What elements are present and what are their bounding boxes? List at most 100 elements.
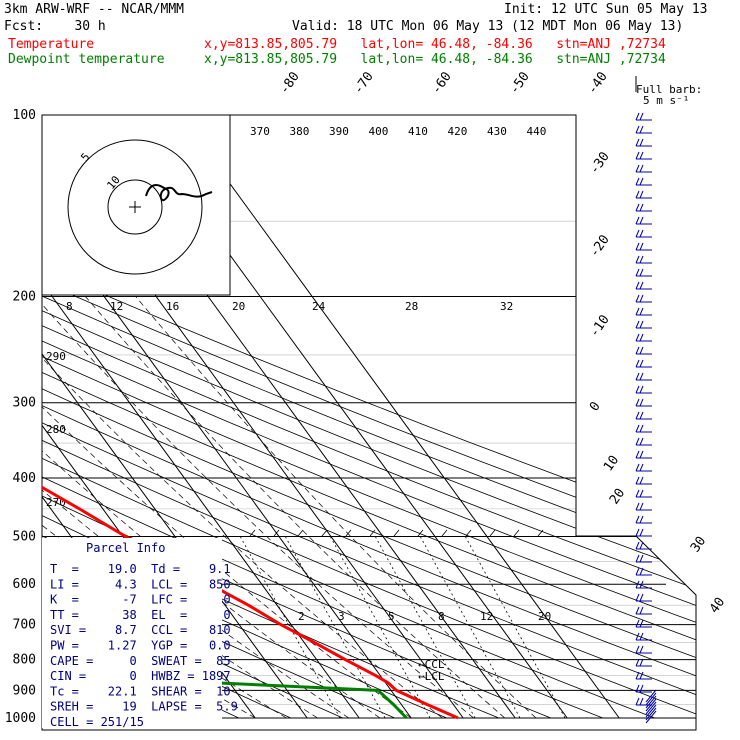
isotherm-label: -10 bbox=[587, 312, 613, 340]
theta-label: 410 bbox=[408, 125, 428, 138]
dewpoint-legend: Dewpoint temperature bbox=[8, 52, 165, 67]
parcel-row: SREH = 19 LAPSE = 5.9 bbox=[50, 700, 238, 714]
wind-barb bbox=[635, 281, 652, 290]
wind-barb bbox=[635, 567, 652, 576]
parcel-row: PW = 1.27 YGP = 0.0 bbox=[50, 639, 231, 653]
wind-barb bbox=[635, 411, 652, 420]
isotherm-label: 20 bbox=[607, 486, 628, 507]
wind-barb bbox=[635, 489, 652, 498]
lcl-label: ←LCL bbox=[418, 670, 445, 683]
isotherm-label: -50 bbox=[507, 69, 533, 97]
wind-barb bbox=[635, 528, 652, 537]
mixing-ratio-label: 24 bbox=[312, 300, 326, 313]
wind-barb bbox=[635, 671, 652, 680]
pressure-label-400: 400 bbox=[13, 471, 36, 486]
parcel-row: T = 19.0 Td = 9.1 bbox=[50, 562, 231, 576]
mixing-ratio-label: 16 bbox=[166, 300, 179, 313]
hodograph-ring bbox=[67, 139, 203, 275]
wind-barb bbox=[635, 606, 652, 615]
wind-barb bbox=[635, 138, 652, 147]
isotherm-label: 0 bbox=[587, 399, 604, 414]
wind-barb bbox=[635, 632, 652, 641]
wind-barb bbox=[635, 515, 652, 524]
wind-barb bbox=[635, 697, 652, 706]
isotherm-label: 40 bbox=[707, 595, 728, 616]
wind-barb bbox=[635, 593, 652, 602]
theta-label: 430 bbox=[487, 125, 507, 138]
mixing-ratio-label: 28 bbox=[405, 300, 418, 313]
pressure-label-200: 200 bbox=[13, 290, 36, 305]
ccl-label: ←CCL bbox=[418, 658, 445, 671]
wind-barb bbox=[635, 502, 652, 511]
theta-label: 370 bbox=[250, 125, 270, 138]
wind-barb bbox=[635, 385, 652, 394]
wind-barb bbox=[635, 190, 652, 199]
wind-barb bbox=[635, 294, 652, 303]
isotherm-label: -20 bbox=[587, 232, 613, 260]
init-time: Init: 12 UTC Sun 05 May 13 bbox=[504, 2, 708, 17]
valid-time: Valid: 18 UTC Mon 06 May 13 (12 MDT Mon … bbox=[292, 19, 684, 34]
wind-barb bbox=[635, 203, 652, 212]
mixing-ratio-label: 8 bbox=[66, 300, 73, 313]
wind-barb bbox=[635, 333, 652, 342]
temperature-location: x,y=813.85,805.79 lat,lon= 46.48, -84.36… bbox=[204, 37, 666, 52]
parcel-title: Parcel Info bbox=[86, 541, 165, 555]
isotherm-label: -70 bbox=[351, 69, 377, 97]
mixing-ratio-label: 32 bbox=[500, 300, 513, 313]
parcel-row: TT = 38 EL = 0 bbox=[50, 608, 231, 622]
parcel-row: CAPE = 0 SWEAT = 85 bbox=[50, 654, 231, 668]
pressure-label-900: 900 bbox=[13, 683, 36, 698]
model-title: 3km ARW-WRF -- NCAR/MMM bbox=[4, 2, 185, 17]
wind-barb bbox=[635, 242, 652, 251]
mixing-ratio-low-label: 3 bbox=[338, 610, 345, 623]
theta-label: 420 bbox=[448, 125, 468, 138]
wind-barb bbox=[635, 463, 652, 472]
theta-label: 390 bbox=[329, 125, 349, 138]
pressure-label-800: 800 bbox=[13, 653, 36, 668]
wind-barb bbox=[635, 658, 652, 667]
wind-barb bbox=[635, 372, 652, 381]
pressure-label-300: 300 bbox=[13, 396, 36, 411]
wind-barb bbox=[635, 216, 652, 225]
wind-barb bbox=[635, 619, 652, 628]
parcel-row: CIN = 0 HWBZ = 1897 bbox=[50, 669, 231, 683]
wind-barb bbox=[635, 554, 652, 563]
pressure-label-600: 600 bbox=[13, 577, 36, 592]
wind-barb bbox=[635, 424, 652, 433]
wind-barb bbox=[635, 580, 652, 589]
wind-barb bbox=[635, 177, 652, 186]
pressure-label-700: 700 bbox=[13, 618, 36, 633]
hodograph: 105 bbox=[41, 114, 231, 296]
wind-barb bbox=[635, 112, 652, 121]
isotherm-label: -30 bbox=[587, 149, 613, 177]
parcel-row: Tc = 22.1 SHEAR = 10 bbox=[50, 684, 231, 698]
wind-barb bbox=[635, 437, 652, 446]
wind-barbs: Full barb:5 m s⁻¹ bbox=[249, 76, 702, 724]
wind-barb bbox=[635, 346, 652, 355]
wind-barb bbox=[635, 229, 652, 238]
temperature-legend: Temperature bbox=[8, 37, 95, 52]
theta-left-label: 280 bbox=[46, 423, 66, 436]
mixing-ratio-label: 12 bbox=[110, 300, 123, 313]
mixing-ratio-label: 20 bbox=[232, 300, 245, 313]
forecast-hour: Fcst: 30 h bbox=[4, 19, 106, 34]
isotherm-label: 10 bbox=[601, 453, 622, 474]
isotherm-label: -60 bbox=[429, 69, 455, 97]
parcel-row: K = -7 LFC = 0 bbox=[50, 593, 231, 607]
hodograph-ring bbox=[107, 179, 163, 235]
wind-barb bbox=[635, 359, 652, 368]
isotherm-label: -80 bbox=[277, 69, 303, 97]
wind-barb bbox=[635, 268, 652, 277]
wind-barb bbox=[635, 164, 652, 173]
theta-label: 440 bbox=[527, 125, 547, 138]
mixing-ratio-low-label: 2 bbox=[298, 610, 305, 623]
mixing-ratio-low-label: 8 bbox=[438, 610, 445, 623]
mixing-ratio-low-label: 12 bbox=[480, 610, 493, 623]
isotherm-label: 30 bbox=[688, 534, 709, 555]
wind-barb bbox=[635, 645, 652, 654]
mixing-ratio-low-label: 5 bbox=[388, 610, 395, 623]
wind-barb bbox=[635, 320, 652, 329]
pressure-label-100: 100 bbox=[13, 108, 36, 123]
hodograph-trace bbox=[145, 184, 213, 202]
wind-barb bbox=[635, 684, 652, 693]
